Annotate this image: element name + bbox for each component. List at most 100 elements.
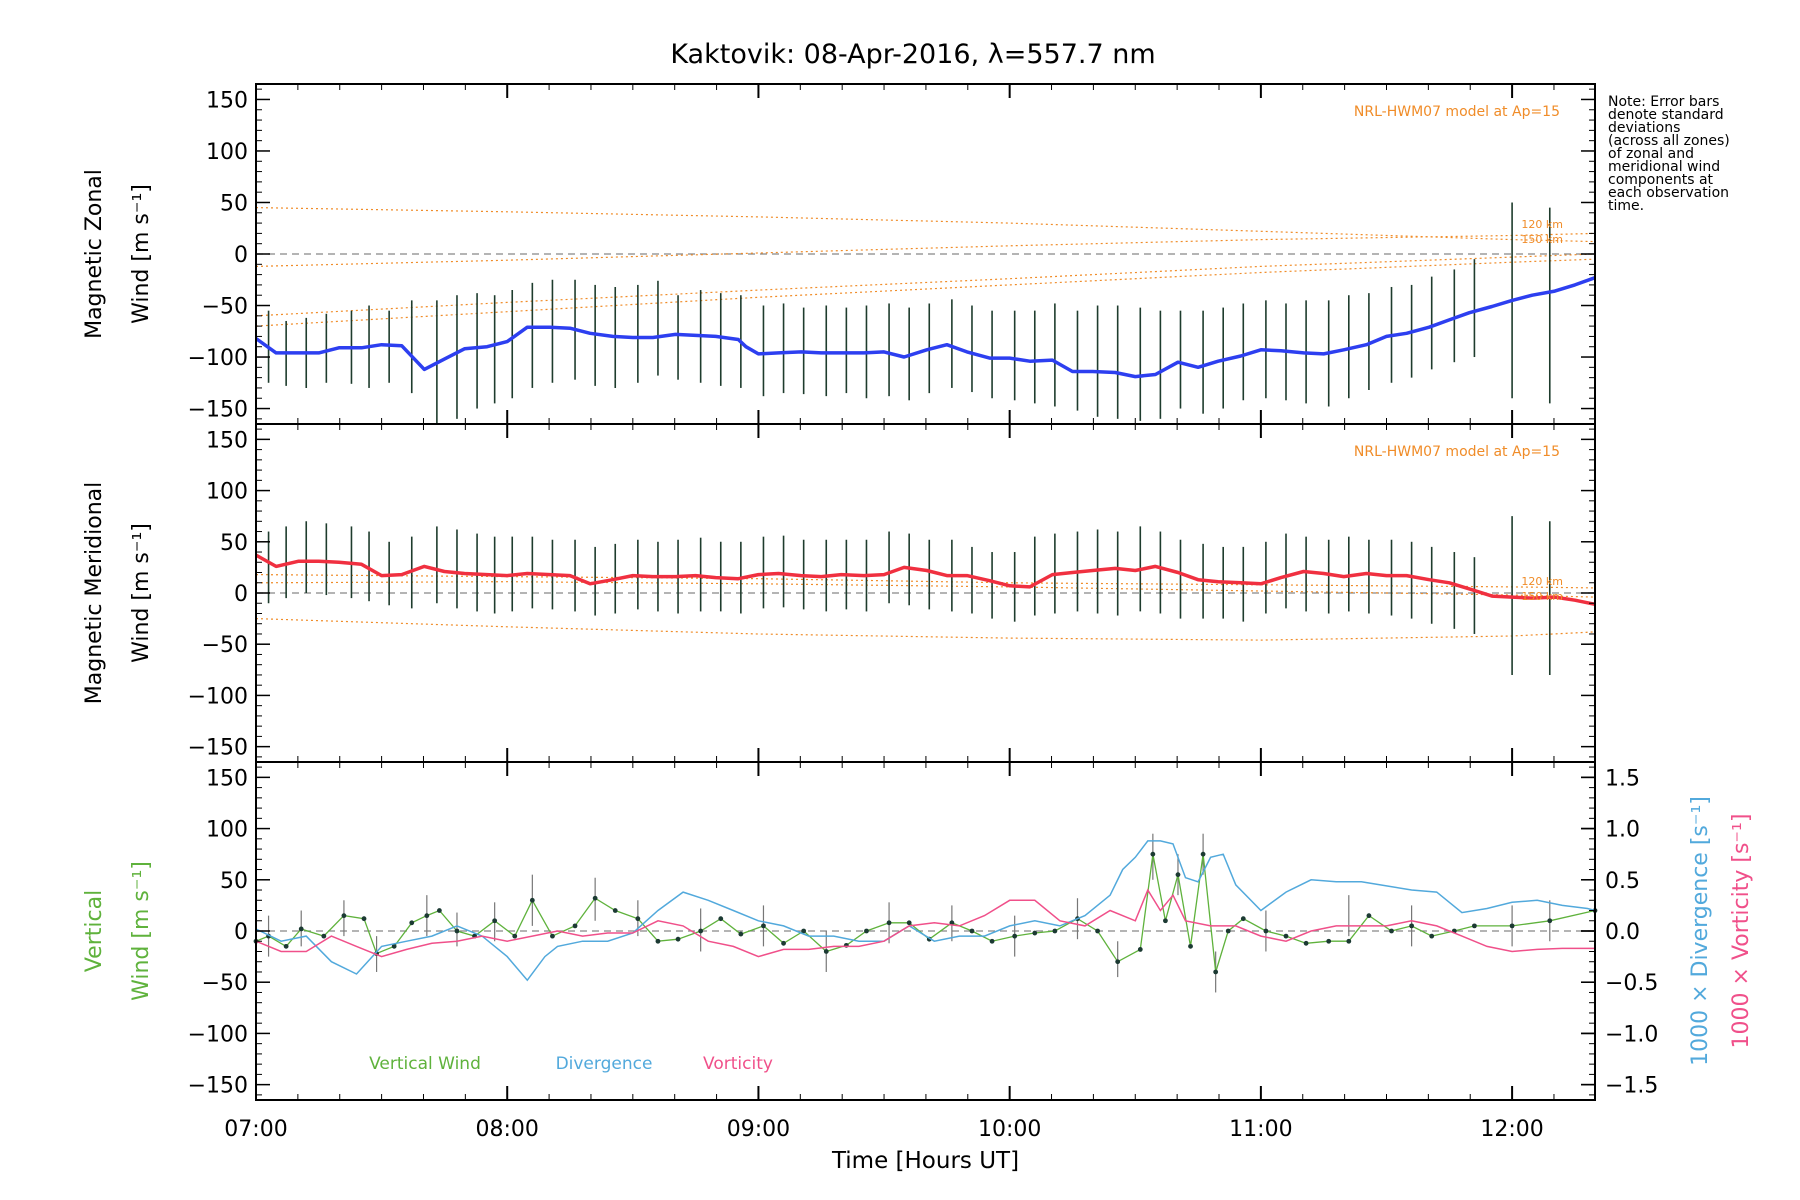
y-axis-label: Wind [m s⁻¹]: [129, 184, 154, 324]
vertical-wind-point: [1303, 940, 1309, 946]
vertical-wind-point: [1052, 928, 1058, 934]
note-line: components at: [1608, 172, 1714, 188]
vertical-wind-point: [635, 916, 641, 922]
plot-panels: 150 100 50 0 −50 −100 −150 Magnetic Zonal Wind […: [82, 83, 1754, 1174]
vertical-wind-point: [1150, 851, 1156, 857]
x-tick-label: 11:00: [1229, 1117, 1292, 1142]
note-line: denote standard: [1608, 107, 1724, 123]
vertical-wind-point: [1472, 923, 1477, 929]
vertical-wind-point: [1032, 930, 1038, 936]
note-line: Note: Error bars: [1608, 94, 1720, 110]
y-axis-label: Wind [m s⁻¹]: [129, 523, 154, 663]
panel-meridional: 150 100 50 0 −50 −100 −150 Magnetic Meridional W…: [82, 423, 1596, 763]
vertical-wind-point: [1283, 933, 1289, 939]
model-label: NRL-HWM07 model at Ap=15: [1354, 444, 1560, 460]
vertical-wind-point: [1012, 933, 1018, 939]
vertical-wind-point: [424, 913, 430, 919]
y2-tick-label: −1.0: [1605, 1022, 1658, 1047]
vertical-wind-point: [1409, 923, 1415, 929]
vertical-wind-point: [341, 913, 347, 919]
vertical-wind-point: [969, 928, 975, 934]
vertical-wind-point: [698, 928, 704, 934]
vertical-wind-point: [655, 938, 661, 944]
y2-axis-label-vorticity: 1000 × Vorticity [s⁻¹]: [1729, 814, 1754, 1049]
x-tick-label: 09:00: [727, 1117, 790, 1142]
vertical-wind-point: [675, 936, 681, 942]
vertical-wind-point: [592, 895, 598, 901]
x-tick-label: 08:00: [476, 1117, 539, 1142]
legend-entry: Divergence: [556, 1054, 653, 1074]
vertical-wind-point: [492, 918, 498, 924]
y-tick-label: 0: [234, 920, 248, 945]
y-tick-label: −100: [188, 1022, 248, 1047]
y-axis-label: Magnetic Meridional: [82, 482, 107, 704]
y-tick-label: 0: [234, 243, 248, 268]
y2-tick-label: −1.5: [1605, 1074, 1658, 1099]
vertical-wind-point: [529, 897, 535, 903]
y-tick-label: 100: [206, 480, 248, 505]
model-curve: [255, 258, 1596, 327]
vertical-wind-point: [283, 943, 289, 949]
wind-series-line: [254, 276, 1596, 379]
vertical-wind-point: [1225, 928, 1231, 934]
model-altitude-label: 150 km: [1521, 590, 1563, 603]
model-label: NRL-HWM07 model at Ap=15: [1354, 104, 1560, 120]
vertical-wind-point: [949, 920, 955, 926]
model-curve: [255, 207, 1596, 243]
x-tick-label: 10:00: [978, 1117, 1041, 1142]
y-tick-label: −50: [202, 295, 248, 320]
vertical-wind-point: [906, 920, 912, 926]
y-tick-label: −100: [188, 346, 248, 371]
model-curve: [255, 232, 1596, 267]
vertical-wind-point: [409, 920, 415, 926]
y-tick-label: −150: [188, 1074, 248, 1099]
vertical-wind-point: [321, 933, 327, 939]
vertical-wind-point: [1509, 923, 1515, 929]
vertical-wind-point: [1263, 928, 1269, 934]
y2-tick-label: −0.5: [1605, 971, 1658, 996]
y-tick-label: 0: [234, 582, 248, 607]
vertical-wind-point: [361, 916, 367, 922]
vertical-wind-point: [436, 908, 442, 913]
y-tick-label: −150: [188, 736, 248, 761]
y-tick-label: −50: [202, 633, 248, 658]
vertical-wind-point: [1547, 918, 1553, 924]
vertical-wind-point: [512, 933, 518, 939]
series-line-vertical-wind: [255, 854, 1596, 973]
y-tick-label: 150: [206, 766, 248, 791]
vertical-wind-point: [1366, 913, 1372, 919]
model-altitude-label: 120 km: [1521, 218, 1563, 231]
series-line-divergence: [255, 840, 1596, 982]
vertical-wind-point: [572, 923, 578, 929]
vertical-wind-point: [1240, 916, 1246, 922]
y-tick-label: 150: [206, 88, 248, 113]
vertical-wind-point: [1095, 928, 1100, 934]
vertical-wind-point: [1115, 959, 1121, 965]
model-altitude-label: 120 km: [1521, 575, 1563, 588]
note-line: meridional wind: [1608, 159, 1721, 175]
x-tick-label: 12:00: [1480, 1117, 1543, 1142]
vertical-wind-point: [738, 931, 744, 937]
y-tick-label: −50: [202, 971, 248, 996]
series-line-vorticity: [255, 888, 1595, 958]
vertical-wind-point: [550, 933, 555, 939]
y-tick-label: −150: [188, 398, 248, 423]
y-axis-label: Magnetic Zonal: [82, 169, 107, 339]
vertical-wind-point: [1429, 933, 1435, 939]
y-axis-label: Wind [m s⁻¹]: [129, 861, 154, 1001]
vertical-wind-point: [1163, 918, 1168, 924]
figure-title: Kaktovik: 08-Apr-2016, λ=557.7 nm: [670, 39, 1155, 70]
legend-entry: Vorticity: [703, 1054, 773, 1074]
vertical-wind-point: [1346, 938, 1352, 944]
y2-tick-label: 1.5: [1605, 766, 1640, 791]
vertical-wind-point: [781, 940, 786, 946]
x-axis-label: Time [Hours UT]: [831, 1148, 1019, 1174]
x-tick-label: 07:00: [224, 1117, 287, 1142]
vertical-wind-point: [1389, 928, 1394, 934]
vertical-wind-point: [989, 938, 995, 944]
y-tick-label: 100: [206, 818, 248, 843]
panel-vertical: 150 100 50 0 −50 −100 −150 Vertical Wind [m s⁻¹]…: [82, 761, 1754, 1174]
note-line: of zonal and: [1608, 146, 1694, 162]
y-axis-label: Vertical: [82, 890, 107, 972]
